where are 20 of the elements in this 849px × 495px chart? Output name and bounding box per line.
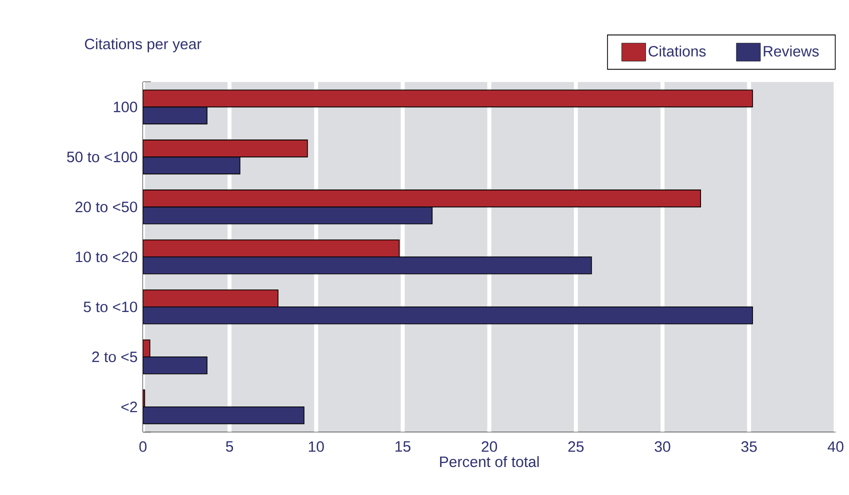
y-tick-label: 10 to <20 (76, 252, 138, 262)
y-axis-title: Citations per year (84, 38, 202, 52)
legend-label: Reviews (764, 46, 819, 57)
x-tick-label: 35 (741, 441, 757, 452)
x-tick-label: 20 (482, 441, 498, 452)
y-tick-label: 2 to <5 (92, 352, 138, 362)
x-tick-label: 0 (139, 441, 147, 452)
y-tick-label: 50 to <100 (67, 152, 138, 162)
x-tick-label: 25 (568, 441, 584, 452)
legend-label: Citations (648, 46, 706, 57)
x-tick-label: 10 (308, 441, 324, 452)
y-tick-label: <2 (121, 402, 137, 412)
y-tick-label: 100 (114, 102, 138, 112)
x-tick-label: 15 (396, 441, 410, 452)
x-axis-title: Percent of total (440, 456, 539, 468)
x-tick-label: 30 (654, 441, 670, 452)
x-tick-label: 40 (828, 441, 844, 452)
y-tick-label: 20 to <50 (76, 202, 138, 212)
y-tick-label: 5 to <10 (84, 302, 138, 312)
x-tick-label: 5 (226, 441, 234, 452)
